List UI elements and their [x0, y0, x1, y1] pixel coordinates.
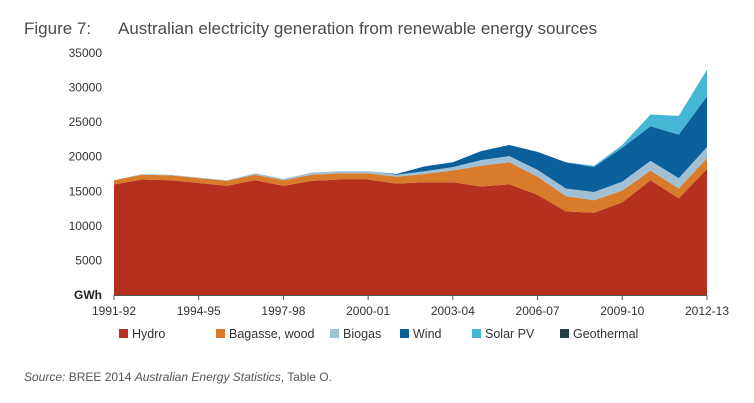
legend-swatch-biogas: [330, 329, 339, 338]
x-tick-label: 1997-98: [261, 304, 305, 318]
source-note: Source: BREE 2014 Australian Energy Stat…: [24, 370, 332, 384]
x-axis-ticks: 1991-92 1994-95 1997-98 2000-01 2003-04 2006-…: [92, 295, 729, 318]
legend-label-hydro: Hydro: [132, 327, 165, 341]
x-tick-label: 2012-13: [685, 304, 729, 318]
legend-label-wind: Wind: [413, 327, 442, 341]
x-tick-label: 2006-07: [516, 304, 560, 318]
y-axis-ticks: 5000 10000 15000 20000 25000 30000 35000: [69, 46, 103, 267]
legend-label-geothermal: Geothermal: [573, 327, 638, 341]
x-tick-label: 1994-95: [177, 304, 221, 318]
x-tick-label: 1991-92: [92, 304, 136, 318]
stacked-area-chart: 5000 10000 15000 20000 25000 30000 35000 1991-…: [69, 46, 730, 341]
y-tick-label: 15000: [69, 184, 103, 198]
legend-label-biogas: Biogas: [343, 327, 381, 341]
source-org: BREE 2014: [65, 370, 135, 384]
y-tick-label: 5000: [75, 253, 102, 267]
x-tick-label: 2009-10: [600, 304, 644, 318]
legend-swatch-wind: [400, 329, 409, 338]
figure-label: Figure 7:: [24, 19, 92, 38]
source-prefix: Source:: [24, 370, 66, 384]
legend: Hydro Bagasse, wood Biogas Wind Solar PV Geot…: [119, 327, 638, 341]
y-tick-label: 35000: [69, 46, 103, 60]
legend-swatch-hydro: [119, 329, 128, 338]
legend-label-solar-pv: Solar PV: [485, 327, 535, 341]
y-tick-label: 25000: [69, 115, 103, 129]
y-tick-label: 20000: [69, 150, 103, 164]
source-suffix: , Table O.: [280, 370, 332, 384]
legend-swatch-geothermal: [560, 329, 569, 338]
x-tick-label: 2000-01: [346, 304, 390, 318]
area-wind: [114, 96, 707, 192]
legend-label-bagasse-wood: Bagasse, wood: [229, 327, 315, 341]
source-publication: Australian Energy Statistics: [134, 370, 281, 384]
y-unit-label: GWh: [74, 288, 102, 302]
area-biogas: [114, 147, 707, 201]
series-areas: [114, 69, 707, 295]
y-tick-label: 30000: [69, 81, 103, 95]
area-bagasse-wood: [114, 158, 707, 213]
legend-swatch-solar-pv: [472, 329, 481, 338]
y-tick-label: 10000: [69, 219, 103, 233]
chart-title: Australian electricity generation from r…: [118, 19, 598, 38]
area-hydro: [114, 169, 707, 295]
legend-swatch-bagasse-wood: [216, 329, 225, 338]
x-tick-label: 2003-04: [431, 304, 475, 318]
